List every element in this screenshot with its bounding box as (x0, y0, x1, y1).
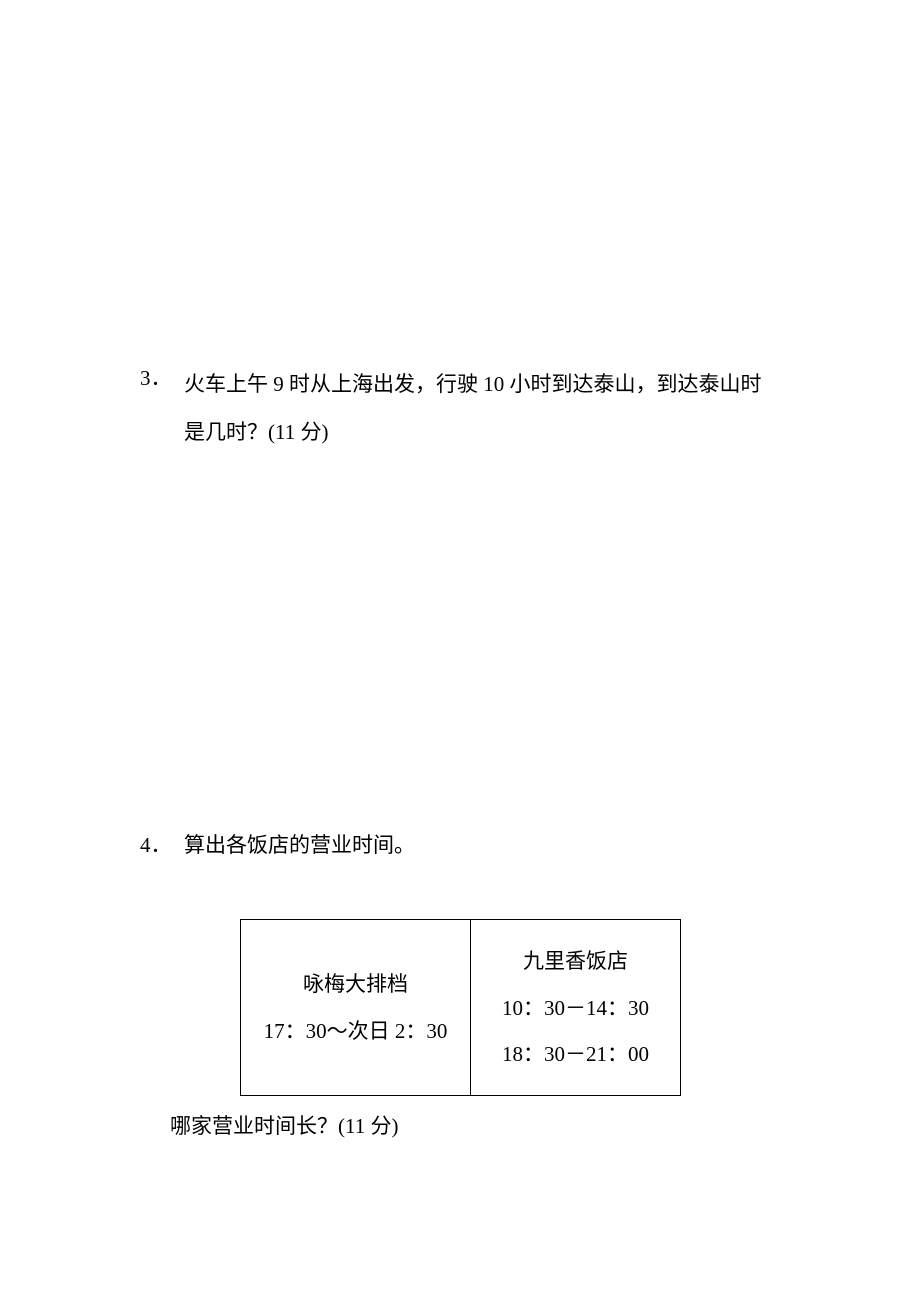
restaurant-1-name: 咏梅大排档 (303, 972, 408, 996)
question-3: 3． 火车上午 9 时从上海出发，行驶 10 小时到达泰山，到达泰山时 是几时？… (140, 360, 780, 457)
question-4-number: 4． (140, 827, 180, 865)
restaurant-2-time-1: 10：30－14：30 (502, 996, 649, 1020)
question-4-text: 算出各饭店的营业时间。 (184, 833, 415, 857)
cell-yongmei: 咏梅大排档 17：30～次日 2：30 (241, 920, 471, 1096)
restaurant-table-container: 咏梅大排档 17：30～次日 2：30 九里香饭店 10：30－14：30 18… (240, 919, 780, 1096)
question-4-followup: 哪家营业时间长？(11 分) (170, 1108, 780, 1146)
restaurant-2-name: 九里香饭店 (523, 949, 628, 973)
restaurant-1-time: 17：30～次日 2：30 (264, 1019, 448, 1043)
question-4: 4． 算出各饭店的营业时间。 咏梅大排档 17：30～次日 2：30 九里香饭店… (140, 827, 780, 1146)
question-3-line-2: 是几时？(11 分) (184, 420, 328, 444)
question-3-line-1: 火车上午 9 时从上海出发，行驶 10 小时到达泰山，到达泰山时 (184, 372, 762, 396)
restaurant-2-time-2: 18：30－21：00 (502, 1042, 649, 1066)
cell-jiulixiang: 九里香饭店 10：30－14：30 18：30－21：00 (471, 920, 681, 1096)
question-3-body: 火车上午 9 时从上海出发，行驶 10 小时到达泰山，到达泰山时 是几时？(11… (184, 360, 779, 457)
question-4-body: 算出各饭店的营业时间。 (184, 827, 779, 865)
restaurant-table: 咏梅大排档 17：30～次日 2：30 九里香饭店 10：30－14：30 18… (240, 919, 681, 1096)
question-3-number: 3． (140, 360, 180, 398)
table-row: 咏梅大排档 17：30～次日 2：30 九里香饭店 10：30－14：30 18… (241, 920, 681, 1096)
